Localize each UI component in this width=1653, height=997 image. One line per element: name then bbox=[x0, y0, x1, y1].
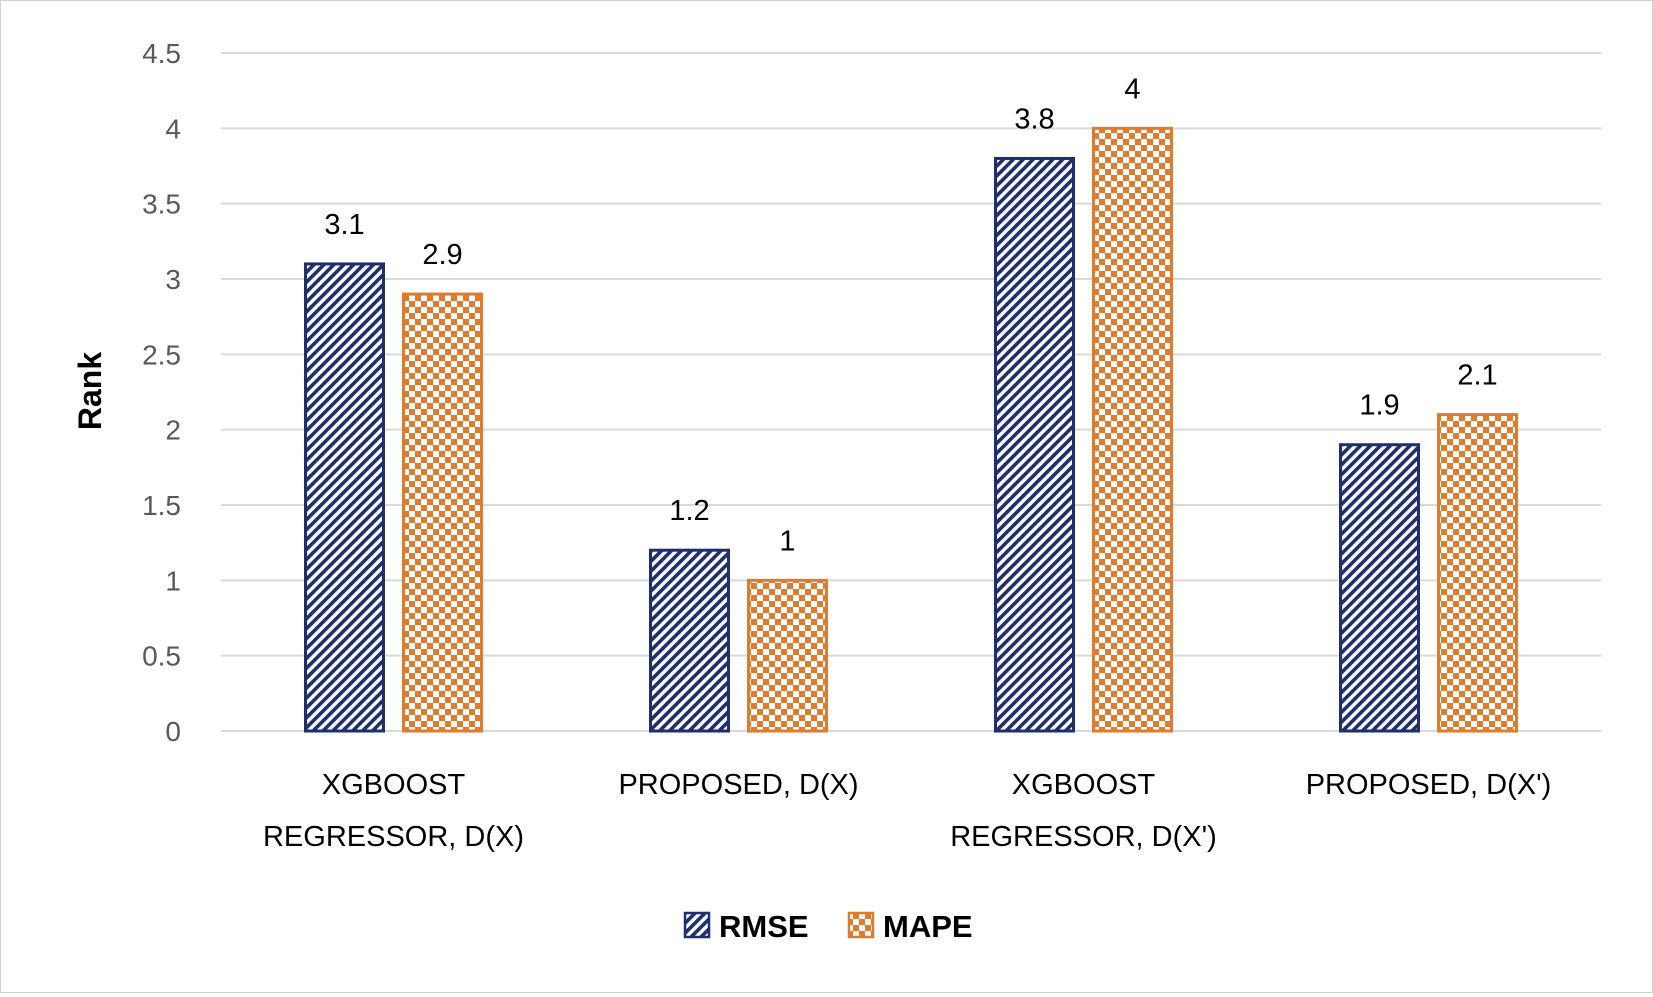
x-category-label: XGBOOST bbox=[1012, 769, 1156, 801]
legend: RMSE MAPE bbox=[683, 909, 973, 944]
legend-label-rmse: RMSE bbox=[719, 909, 809, 944]
x-category-label: PROPOSED, D(X) bbox=[618, 769, 858, 801]
y-tick-label: 2.5 bbox=[142, 339, 181, 370]
legend-label-mape: MAPE bbox=[883, 909, 973, 944]
bar-mape bbox=[747, 578, 828, 733]
data-label-mape: 4 bbox=[1124, 73, 1140, 105]
data-labels: 3.1 2.9 1.2 1 3.8 4 1.9 2.1 bbox=[324, 73, 1497, 557]
data-label-mape: 2.9 bbox=[422, 239, 462, 271]
bar-rmse bbox=[649, 548, 730, 733]
y-tick-label: 0.5 bbox=[142, 641, 181, 672]
bar-mape bbox=[1437, 413, 1518, 733]
bars bbox=[304, 126, 1518, 733]
y-axis-ticks: 0 0.5 1 1.5 2 2.5 3 3.5 4 4.5 bbox=[142, 38, 181, 747]
y-tick-label: 3 bbox=[165, 264, 181, 295]
legend-swatch-rmse bbox=[683, 911, 711, 939]
y-tick-label: 0 bbox=[165, 716, 181, 747]
data-label-mape: 1 bbox=[779, 525, 795, 557]
bar-rmse bbox=[1339, 443, 1420, 733]
data-label-rmse: 1.9 bbox=[1359, 390, 1399, 422]
data-label-rmse: 1.2 bbox=[669, 495, 709, 527]
y-tick-label: 1 bbox=[165, 565, 181, 596]
x-category-label: REGRESSOR, D(X') bbox=[950, 821, 1217, 853]
y-tick-label: 4.5 bbox=[142, 38, 181, 69]
bar-rmse bbox=[304, 262, 385, 733]
legend-swatch-mape bbox=[847, 911, 875, 939]
x-category-label: XGBOOST bbox=[322, 769, 466, 801]
data-label-mape: 2.1 bbox=[1457, 360, 1497, 392]
bar-mape bbox=[1092, 126, 1173, 733]
y-tick-label: 2 bbox=[165, 415, 181, 446]
y-tick-label: 1.5 bbox=[142, 490, 181, 521]
x-category-label: REGRESSOR, D(X) bbox=[263, 821, 524, 853]
data-label-rmse: 3.8 bbox=[1014, 103, 1054, 135]
y-tick-label: 4 bbox=[165, 113, 181, 144]
y-axis-title: Rank bbox=[72, 352, 108, 430]
x-axis-categories: XGBOOST REGRESSOR, D(X) PROPOSED, D(X) XGBO… bbox=[263, 769, 1551, 853]
data-label-rmse: 3.1 bbox=[324, 209, 364, 241]
bar-rmse bbox=[994, 156, 1075, 733]
x-category-label: PROPOSED, D(X') bbox=[1306, 769, 1552, 801]
y-tick-label: 3.5 bbox=[142, 189, 181, 220]
bar-mape bbox=[402, 292, 483, 733]
